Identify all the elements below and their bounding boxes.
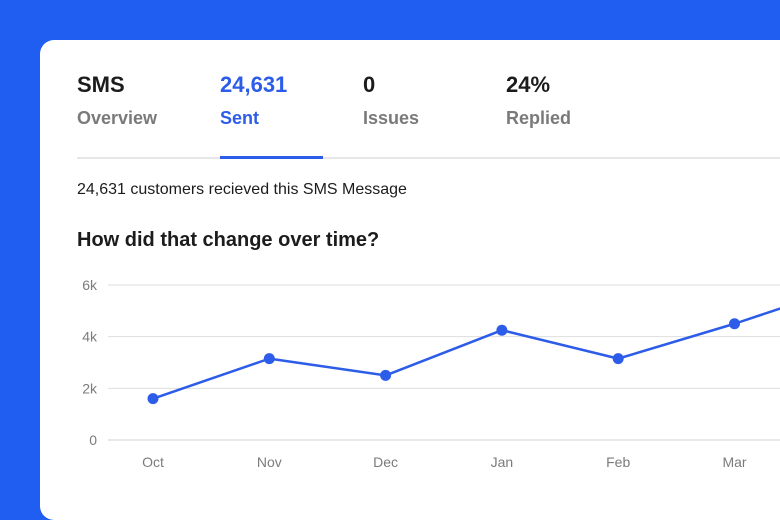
y-tick-label: 0 bbox=[89, 432, 97, 448]
data-point bbox=[496, 324, 508, 336]
tab-overview[interactable]: SMS Overview bbox=[77, 70, 187, 159]
tab-replied-value: 24% bbox=[506, 72, 551, 97]
x-tick-label: Dec bbox=[373, 454, 398, 470]
tab-overview-label: Overview bbox=[77, 108, 158, 128]
data-point bbox=[612, 353, 624, 365]
chart-heading: How did that change over time? bbox=[77, 229, 380, 251]
data-point bbox=[729, 318, 740, 330]
tab-sent[interactable]: 24,631 Sent bbox=[220, 70, 323, 159]
tab-sent-value: 24,631 bbox=[220, 72, 288, 97]
x-tick-label: Feb bbox=[606, 454, 630, 470]
sent-over-time-chart: 0 2k 4k 6k Oct Nov Dec Jan Feb Mar bbox=[82, 277, 780, 470]
sms-stats-card: SMS Overview 24,631 Sent 0 Issues 24% Re… bbox=[40, 40, 780, 520]
x-tick-label: Mar bbox=[722, 454, 746, 470]
data-point bbox=[263, 353, 275, 365]
tab-issues[interactable]: 0 Issues bbox=[363, 70, 453, 159]
sent-summary-text: 24,631 customers recieved this SMS Messa… bbox=[77, 181, 407, 198]
x-tick-label: Oct bbox=[142, 454, 164, 470]
data-point bbox=[147, 393, 159, 405]
y-tick-label: 4k bbox=[82, 329, 98, 345]
tab-overview-value: SMS bbox=[77, 72, 125, 97]
x-tick-label: Nov bbox=[257, 454, 282, 470]
tab-replied-label: Replied bbox=[506, 108, 572, 128]
data-point bbox=[380, 369, 392, 381]
tab-bar-divider bbox=[77, 157, 780, 159]
x-tick-label: Jan bbox=[491, 454, 514, 470]
y-tick-label: 2k bbox=[82, 380, 98, 396]
stats-tab-bar: SMS Overview 24,631 Sent 0 Issues 24% Re… bbox=[77, 70, 780, 159]
active-tab-underline bbox=[220, 156, 323, 159]
tab-issues-label: Issues bbox=[363, 108, 420, 128]
tab-replied[interactable]: 24% Replied bbox=[506, 70, 606, 159]
series-line bbox=[152, 307, 780, 400]
y-tick-label: 6k bbox=[82, 277, 98, 293]
tab-sent-label: Sent bbox=[220, 108, 260, 128]
tab-issues-value: 0 bbox=[363, 72, 376, 97]
